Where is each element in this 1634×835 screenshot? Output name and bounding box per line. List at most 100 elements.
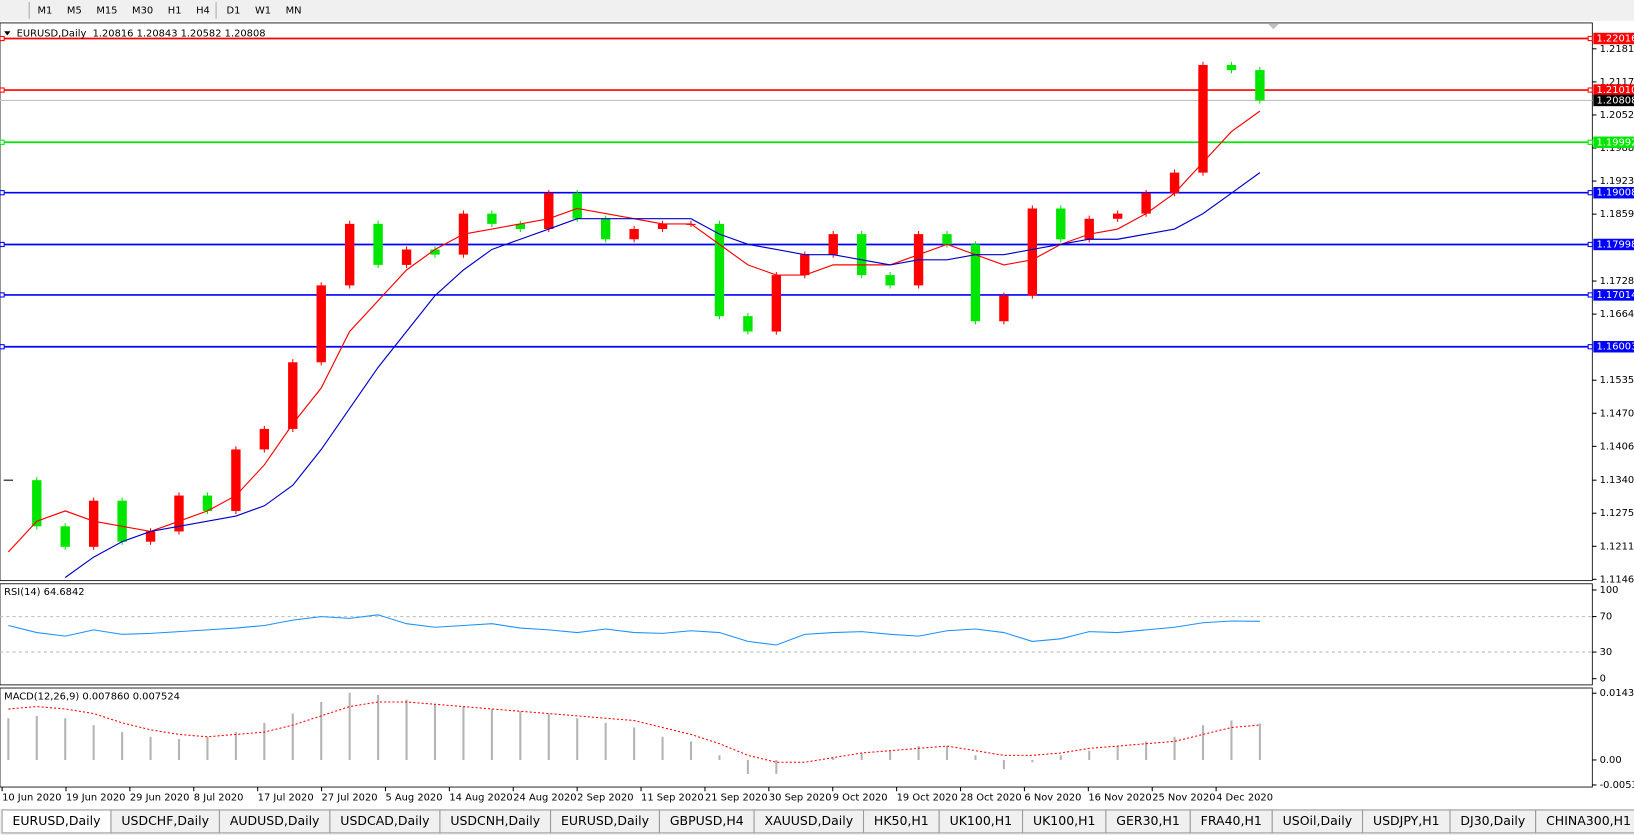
tab-label[interactable]: AUDUSD,Daily [230, 813, 320, 828]
tab-label[interactable]: USOil,Daily [1283, 813, 1353, 828]
tab-label[interactable]: USDCAD,Daily [340, 813, 430, 828]
tab[interactable]: GBPUSD,H4 [658, 809, 755, 834]
candle [771, 275, 782, 332]
tab-label[interactable]: FRA40,H1 [1201, 813, 1262, 828]
x-tick-label: 24 Aug 2020 [513, 792, 576, 803]
level-handle[interactable] [0, 292, 5, 298]
level-handle[interactable] [0, 139, 5, 145]
x-tick-label: 19 Jun 2020 [66, 792, 125, 803]
moving-average [64, 172, 1261, 578]
tab[interactable]: FRA40,H1 [1189, 809, 1273, 834]
y-tick-label: 0 [1600, 674, 1606, 685]
tab-label[interactable]: USDCNH,Daily [450, 813, 540, 828]
ohlc-value: 1.20816 [93, 28, 134, 39]
tab[interactable]: EURUSD,Daily [1, 809, 112, 834]
tab-label[interactable]: EURUSD,Daily [561, 813, 650, 828]
level-box [1593, 238, 1634, 251]
tab[interactable]: UK100,H1 [1022, 809, 1107, 834]
timeframe-button[interactable]: M1 [38, 5, 53, 16]
level-handle[interactable] [1587, 241, 1593, 248]
tab[interactable]: USDCAD,Daily [329, 809, 441, 834]
level-label: 1.21010 [1596, 85, 1634, 96]
price-panel [0, 22, 1593, 582]
level-handle[interactable] [0, 344, 5, 350]
timeframe-button[interactable]: H4 [196, 5, 210, 16]
tab[interactable]: USOil,Daily [1271, 809, 1364, 834]
candle [544, 193, 554, 229]
candle [32, 480, 42, 527]
candle [1027, 208, 1038, 296]
tab[interactable]: USDCHF,Daily [110, 809, 220, 834]
rsi-line [8, 614, 1260, 646]
x-tick-label: 28 Oct 2020 [961, 792, 1022, 803]
candle [856, 234, 867, 276]
tab[interactable]: AUDUSD,Daily [218, 809, 331, 834]
level-handle[interactable] [0, 35, 5, 42]
level-handle[interactable] [1587, 139, 1593, 145]
y-tick-label: 1.19235 [1600, 176, 1634, 187]
level-handle[interactable] [0, 87, 5, 93]
tab-label[interactable]: HK50,H1 [874, 813, 929, 828]
level-box [1593, 186, 1634, 199]
tab-label[interactable]: EURUSD,Daily [13, 813, 102, 828]
candle [714, 223, 725, 317]
tab[interactable]: DJ30,Daily [1449, 809, 1537, 834]
timeframe-button[interactable]: M15 [96, 5, 117, 16]
tab-label[interactable]: DJ30,Daily [1460, 813, 1525, 828]
y-tick-label: 1.20525 [1600, 110, 1634, 121]
macd-signal [8, 701, 1260, 763]
tab-box[interactable] [1535, 809, 1634, 834]
level-handle[interactable] [0, 241, 5, 248]
level-handle[interactable] [1587, 292, 1593, 298]
timeframe-button[interactable]: M5 [67, 5, 82, 16]
timeframe-button[interactable]: H1 [168, 5, 182, 16]
timeframe-button[interactable]: M30 [132, 5, 153, 16]
tab-label[interactable]: USDCHF,Daily [121, 813, 209, 828]
level-handle[interactable] [1587, 35, 1593, 42]
candle [970, 244, 981, 322]
tab-label[interactable]: CHINA300,H1 [1546, 813, 1631, 828]
tab-label[interactable]: UK100,H1 [1033, 813, 1096, 828]
y-tick-label: 1.14060 [1600, 441, 1634, 452]
tab[interactable]: EURUSD,Daily [550, 809, 660, 834]
tab-label[interactable]: USDJPY,H1 [1373, 813, 1440, 828]
tab[interactable]: USDJPY,H1 [1362, 809, 1451, 834]
level-box [1593, 341, 1634, 353]
level-label: 1.16003 [1596, 342, 1634, 353]
timeframe-button[interactable]: MN [286, 5, 302, 16]
tab-label[interactable]: GER30,H1 [1116, 813, 1180, 828]
tab[interactable]: CHINA300,H1 [1535, 809, 1634, 834]
tab[interactable]: HK50,H1 [862, 809, 940, 834]
tab[interactable]: UK100,H1 [938, 809, 1024, 834]
x-tick-label: 6 Nov 2020 [1024, 792, 1081, 803]
tab-label[interactable]: GBPUSD,H4 [670, 813, 744, 828]
ohlc-value: 1.20808 [225, 28, 266, 39]
level-handle[interactable] [1587, 190, 1593, 196]
candle [743, 316, 753, 332]
tab[interactable]: GER30,H1 [1105, 809, 1191, 834]
y-tick-label: 1.15350 [1600, 375, 1634, 386]
timeframe-button[interactable]: W1 [255, 5, 271, 16]
level-handle[interactable] [0, 190, 5, 196]
tab-label[interactable]: XAUUSD,Daily [765, 813, 854, 828]
chart-title: EURUSD,Daily [17, 28, 87, 39]
timeframe-button[interactable]: D1 [226, 5, 240, 16]
x-tick-label: 17 Jul 2020 [258, 792, 314, 803]
y-tick-label: 1.11465 [1600, 574, 1634, 585]
tab[interactable]: XAUUSD,Daily [753, 809, 865, 834]
level-handle[interactable] [1587, 344, 1593, 350]
candle [60, 526, 70, 547]
candle [657, 223, 668, 229]
level-label: 1.19992 [1596, 137, 1634, 148]
tab[interactable]: USDCNH,Daily [439, 809, 552, 834]
x-tick-label: 4 Dec 2020 [1216, 792, 1273, 803]
y-tick-label: 1.16640 [1600, 309, 1634, 320]
candle [174, 495, 184, 532]
level-handle[interactable] [1587, 87, 1593, 93]
candle [1169, 172, 1180, 194]
x-tick-label: 2 Sep 2020 [577, 792, 633, 803]
tab-label[interactable]: UK100,H1 [950, 813, 1013, 828]
candle [1056, 208, 1066, 240]
current-price-label: 1.20808 [1596, 95, 1634, 106]
current-price-box [1593, 94, 1634, 107]
